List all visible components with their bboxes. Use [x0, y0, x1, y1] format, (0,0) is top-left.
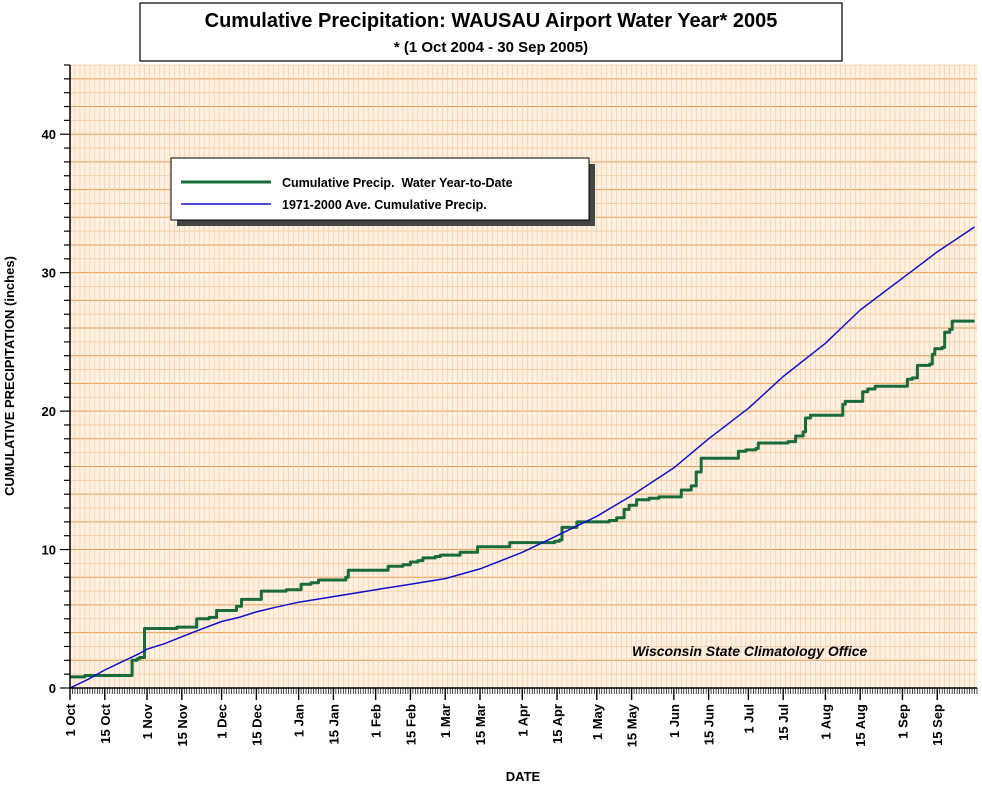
y-tick-label: 30 — [42, 266, 56, 281]
x-tick-label: 15 Mar — [473, 704, 488, 745]
x-tick-label: 1 Jun — [667, 704, 682, 738]
x-tick-label: 15 Jun — [702, 704, 717, 745]
credit-text: Wisconsin State Climatology Office — [632, 643, 868, 659]
x-tick-label: 1 Feb — [369, 704, 384, 738]
axis-layer: 0 10 20 30 40 1 Oct 15 Oct 1 Nov 15 Nov 1 Dec 15 D… — [42, 64, 978, 747]
y-tick-label: 20 — [42, 404, 56, 419]
title-box — [139, 2, 843, 62]
legend-label-actual: Cumulative Precip. Water Year-to-Date — [282, 176, 513, 190]
series-layer — [69, 226, 975, 689]
x-tick-label: 15 Dec — [249, 704, 264, 746]
x-tick-label: 1 Oct — [63, 703, 78, 736]
x-tick-label: 1 Aug — [818, 704, 833, 740]
series-line-actual — [70, 319, 975, 679]
x-tick-label: 15 Oct — [98, 703, 113, 743]
y-tick-label: 10 — [42, 543, 56, 558]
chart-title: Cumulative Precipitation: WAUSAU Airport… — [205, 10, 778, 32]
x-axis-title: DATE — [506, 769, 541, 784]
y-axis-title: CUMULATIVE PRECIPITATION (inches) — [2, 256, 17, 496]
y-tick-label: 0 — [49, 681, 56, 696]
x-tick-label: 15 Apr — [550, 704, 565, 744]
x-tick-label: 15 Jan — [326, 704, 341, 745]
series-line-average — [69, 226, 975, 689]
legend: Cumulative Precip. Water Year-to-Date 19… — [170, 157, 595, 226]
x-tick-label: 15 Nov — [175, 703, 190, 746]
x-tick-label: 1 Apr — [515, 704, 530, 737]
x-tick-label: 15 Feb — [403, 704, 418, 745]
x-tick-label: 1 Mar — [438, 704, 453, 738]
x-tick-label: 1 Sep — [895, 704, 910, 739]
x-tick-label: 15 Jul — [776, 704, 791, 741]
x-tick-label: 1 Nov — [140, 703, 155, 739]
x-tick-label: 1 Dec — [215, 704, 230, 739]
y-tick-label: 40 — [42, 127, 56, 142]
legend-label-average: 1971-2000 Ave. Cumulative Precip. — [282, 198, 487, 212]
x-tick-label: 15 Sep — [930, 704, 945, 746]
x-tick-label: 15 Aug — [853, 704, 868, 747]
x-tick-label: 1 May — [590, 703, 605, 740]
x-tick-label: 1 Jul — [741, 704, 756, 734]
legend-box — [170, 157, 590, 221]
chart-subtitle: * (1 Oct 2004 - 30 Sep 2005) — [394, 39, 588, 56]
x-tick-label: 1 Jan — [292, 704, 307, 737]
x-tick-label: 15 May — [625, 703, 640, 747]
